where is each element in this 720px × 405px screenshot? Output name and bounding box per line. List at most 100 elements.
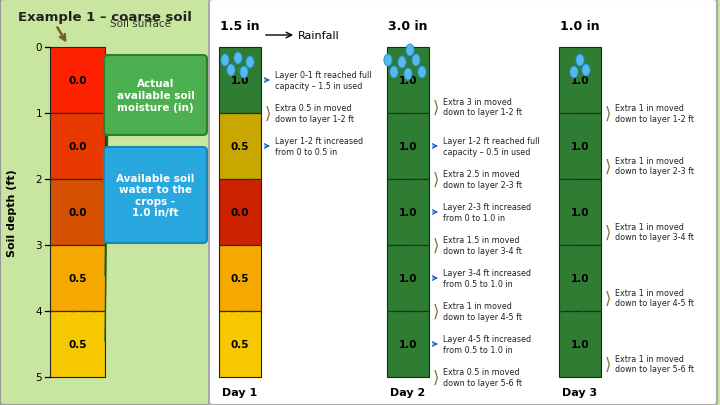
Text: 1.0: 1.0	[571, 273, 589, 283]
Bar	[559, 48, 601, 114]
Text: 1.0: 1.0	[399, 207, 418, 217]
Ellipse shape	[404, 69, 412, 81]
Text: 1.0: 1.0	[399, 339, 418, 349]
Text: ⟩: ⟩	[605, 289, 611, 307]
Text: Layer 1-2 ft increased
from 0 to 0.5 in: Layer 1-2 ft increased from 0 to 0.5 in	[275, 137, 363, 156]
Bar	[387, 48, 429, 114]
Ellipse shape	[390, 67, 398, 79]
Ellipse shape	[246, 57, 254, 69]
Ellipse shape	[234, 53, 242, 65]
Ellipse shape	[576, 55, 584, 67]
Bar	[219, 179, 261, 245]
Ellipse shape	[384, 55, 392, 67]
Ellipse shape	[406, 45, 414, 57]
Text: ⟩: ⟩	[433, 98, 439, 116]
Text: Actual
available soil
moisture (in): Actual available soil moisture (in)	[117, 79, 194, 112]
Text: ⟩: ⟩	[605, 105, 611, 123]
Text: Layer 1-2 ft reached full
capacity – 0.5 in used: Layer 1-2 ft reached full capacity – 0.5…	[443, 137, 539, 156]
Text: Available soil
water to the
crops -
1.0 in/ft: Available soil water to the crops - 1.0 …	[117, 173, 194, 218]
Bar	[50, 245, 105, 311]
Text: Extra 1 in moved
down to layer 2-3 ft: Extra 1 in moved down to layer 2-3 ft	[615, 157, 694, 176]
Bar	[50, 48, 105, 114]
Text: Layer 0-1 ft reached full
capacity – 1.5 in used: Layer 0-1 ft reached full capacity – 1.5…	[275, 71, 372, 90]
Text: ⟩: ⟩	[433, 171, 439, 189]
Bar	[387, 311, 429, 377]
Text: ⟩: ⟩	[433, 368, 439, 386]
Text: Extra 1 in moved
down to layer 4-5 ft: Extra 1 in moved down to layer 4-5 ft	[443, 302, 522, 321]
Text: 1.0: 1.0	[399, 273, 418, 283]
Bar	[559, 311, 601, 377]
FancyBboxPatch shape	[0, 0, 212, 405]
Ellipse shape	[240, 67, 248, 79]
Text: 3: 3	[35, 241, 42, 250]
Text: 1.5 in: 1.5 in	[220, 20, 260, 33]
Text: 3.0 in: 3.0 in	[388, 20, 428, 33]
Text: Extra 3 in moved
down to layer 1-2 ft: Extra 3 in moved down to layer 1-2 ft	[443, 98, 522, 117]
Text: Soil depth (ft): Soil depth (ft)	[7, 169, 17, 256]
Bar	[219, 245, 261, 311]
Bar	[50, 311, 105, 377]
Text: 0.5: 0.5	[68, 273, 86, 283]
Text: 0.5: 0.5	[68, 339, 86, 349]
Text: 2: 2	[35, 175, 42, 185]
FancyBboxPatch shape	[104, 56, 207, 136]
Text: 1: 1	[35, 109, 42, 119]
Bar	[50, 114, 105, 179]
Text: 1.0: 1.0	[571, 207, 589, 217]
Text: Extra 1 in moved
down to layer 4-5 ft: Extra 1 in moved down to layer 4-5 ft	[615, 288, 694, 308]
Text: ⟩: ⟩	[265, 105, 271, 123]
Text: 0.0: 0.0	[68, 76, 86, 86]
Bar	[219, 311, 261, 377]
Text: 4: 4	[35, 306, 42, 316]
Text: ⟩: ⟩	[605, 223, 611, 241]
Text: Day 2: Day 2	[390, 387, 426, 397]
Text: ⟩: ⟩	[605, 355, 611, 373]
Text: Extra 2.5 in moved
down to layer 2-3 ft: Extra 2.5 in moved down to layer 2-3 ft	[443, 170, 522, 189]
Text: 0.0: 0.0	[230, 207, 249, 217]
Bar	[387, 245, 429, 311]
Ellipse shape	[570, 67, 578, 79]
Ellipse shape	[398, 57, 406, 69]
Text: 1.0: 1.0	[230, 76, 249, 86]
Ellipse shape	[221, 55, 229, 67]
Text: 1.0: 1.0	[399, 76, 418, 86]
Bar	[559, 245, 601, 311]
Bar	[559, 179, 601, 245]
Text: Day 3: Day 3	[562, 387, 598, 397]
Text: Soil surface: Soil surface	[110, 19, 171, 29]
Text: 1.0: 1.0	[399, 142, 418, 151]
Text: 0: 0	[35, 43, 42, 53]
Bar	[219, 114, 261, 179]
Text: 0.5: 0.5	[230, 339, 249, 349]
Text: Extra 1.5 in moved
down to layer 3-4 ft: Extra 1.5 in moved down to layer 3-4 ft	[443, 236, 522, 255]
Text: Extra 1 in moved
down to layer 3-4 ft: Extra 1 in moved down to layer 3-4 ft	[615, 223, 694, 242]
Text: 0.0: 0.0	[68, 142, 86, 151]
Text: Layer 3-4 ft increased
from 0.5 to 1.0 in: Layer 3-4 ft increased from 0.5 to 1.0 i…	[443, 269, 531, 288]
Bar	[387, 114, 429, 179]
Text: 0.0: 0.0	[68, 207, 86, 217]
Text: Layer 2-3 ft increased
from 0 to 1.0 in: Layer 2-3 ft increased from 0 to 1.0 in	[443, 203, 531, 222]
Text: Example 1 – coarse soil: Example 1 – coarse soil	[18, 11, 192, 24]
Ellipse shape	[412, 55, 420, 67]
Ellipse shape	[418, 67, 426, 79]
Text: 1.0 in: 1.0 in	[560, 20, 600, 33]
Text: Extra 1 in moved
down to layer 1-2 ft: Extra 1 in moved down to layer 1-2 ft	[615, 104, 694, 124]
FancyBboxPatch shape	[209, 0, 717, 405]
Text: ⟩: ⟩	[433, 302, 439, 320]
Text: Layer 4-5 ft increased
from 0.5 to 1.0 in: Layer 4-5 ft increased from 0.5 to 1.0 i…	[443, 335, 531, 354]
Text: Extra 0.5 in moved
down to layer 5-6 ft: Extra 0.5 in moved down to layer 5-6 ft	[443, 367, 522, 387]
Text: Extra 0.5 in moved
down to layer 1-2 ft: Extra 0.5 in moved down to layer 1-2 ft	[275, 104, 354, 124]
Ellipse shape	[227, 65, 235, 77]
Text: 0.5: 0.5	[230, 273, 249, 283]
Text: Day 1: Day 1	[222, 387, 258, 397]
Ellipse shape	[582, 65, 590, 77]
Text: 5: 5	[35, 372, 42, 382]
Text: 1.0: 1.0	[571, 142, 589, 151]
Text: 0.5: 0.5	[230, 142, 249, 151]
Text: ⟩: ⟩	[433, 237, 439, 254]
Text: 1.0: 1.0	[571, 76, 589, 86]
Bar	[50, 179, 105, 245]
FancyBboxPatch shape	[104, 148, 207, 243]
Text: 1.0: 1.0	[571, 339, 589, 349]
Bar	[387, 179, 429, 245]
